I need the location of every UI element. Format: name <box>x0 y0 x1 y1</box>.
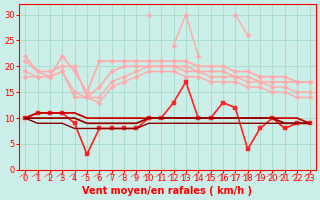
X-axis label: Vent moyen/en rafales ( km/h ): Vent moyen/en rafales ( km/h ) <box>82 186 252 196</box>
